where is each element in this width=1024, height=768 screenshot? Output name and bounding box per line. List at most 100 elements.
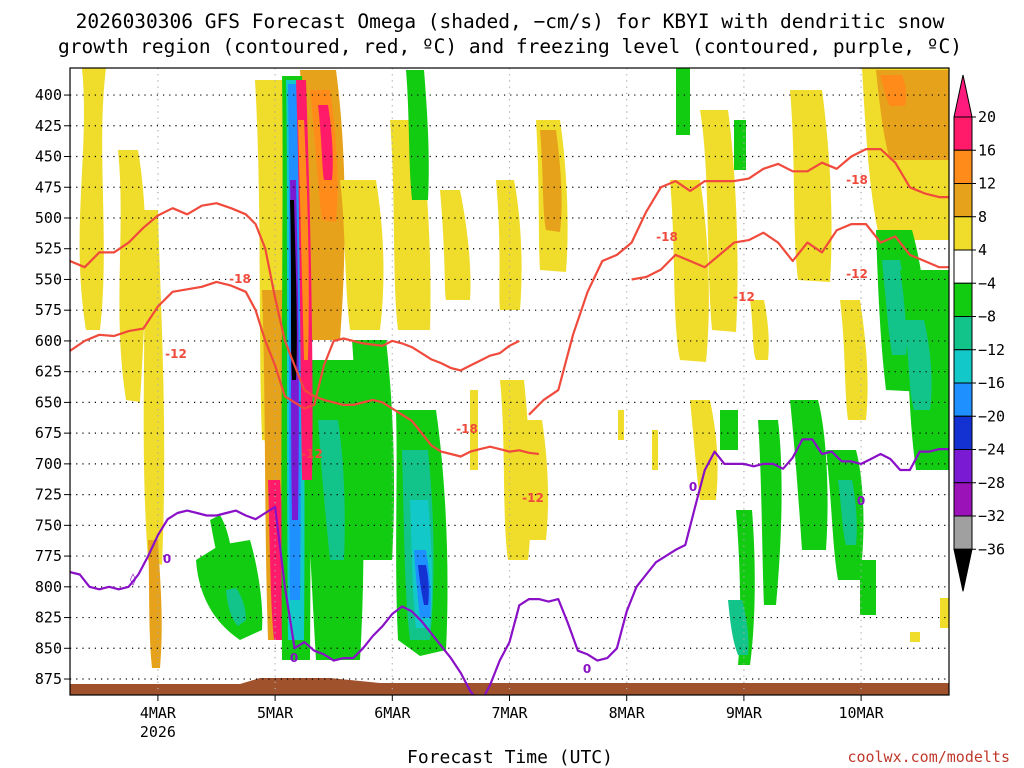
colorbar-swatch — [953, 515, 973, 550]
contour-label-freezing: 0 — [689, 480, 697, 494]
omega-area — [720, 410, 738, 450]
colorbar-top-arrow — [953, 74, 973, 118]
y-tick-label: 475 — [35, 178, 62, 196]
contour-line — [528, 148, 949, 416]
omega-area — [352, 340, 394, 560]
y-tick-label: 525 — [35, 240, 62, 258]
contour-label-freezing: 0 — [857, 494, 865, 508]
colorbar-swatch — [953, 149, 973, 184]
y-tick-label: 625 — [35, 363, 62, 381]
y-tick-label: 750 — [35, 516, 62, 534]
y-tick-label: 825 — [35, 609, 62, 627]
colorbar-swatch — [953, 216, 973, 251]
y-tick-label: 450 — [35, 148, 62, 166]
omega-area — [690, 400, 718, 500]
omega-area — [340, 180, 384, 330]
omega-area — [700, 110, 738, 332]
contour-label-freezing: ◊ — [130, 572, 136, 586]
terrain — [70, 678, 949, 695]
omega-area — [840, 300, 868, 420]
y-tick-label: 675 — [35, 424, 62, 442]
omega-area — [318, 105, 333, 180]
x-tick-label: 4MAR — [140, 704, 177, 722]
omega-area — [904, 320, 932, 410]
colorbar-swatch — [953, 249, 973, 284]
y-tick-label: 850 — [35, 639, 62, 657]
contour-label-minus12: -12 — [301, 447, 323, 461]
contour-line — [70, 280, 520, 410]
y-tick-label: 400 — [35, 86, 62, 104]
contour-label-minus18: -18 — [229, 272, 251, 286]
y-tick-label: 875 — [35, 670, 62, 688]
omega-area — [79, 68, 106, 330]
chart-title-line2: growth region (contoured, red, ºC) and f… — [58, 35, 962, 58]
y-tick-label: 725 — [35, 486, 62, 504]
colorbar: 20 16 12 8 4 −4 −8 −12 −16 −20 −24 −28 −32 −36 — [953, 74, 1005, 592]
y-tick-label: 700 — [35, 455, 62, 473]
colorbar-label: 4 — [978, 241, 987, 259]
omega-shading — [79, 68, 949, 668]
omega-area — [618, 410, 624, 440]
colorbar-label: 8 — [978, 208, 987, 226]
omega-area — [880, 75, 907, 106]
contour-label-minus12: -12 — [522, 491, 544, 505]
y-tick-label: 550 — [35, 270, 62, 288]
x-tick-label: 10MAR — [839, 704, 885, 722]
contour-label-minus12: -12 — [846, 267, 868, 281]
omega-area — [440, 190, 471, 300]
omega-area — [790, 400, 828, 550]
y-tick-label: 775 — [35, 547, 62, 565]
colorbar-label: −28 — [978, 474, 1005, 492]
omega-area — [790, 90, 832, 282]
colorbar-label: −8 — [978, 308, 996, 326]
omega-area — [210, 515, 232, 560]
omega-area — [418, 565, 429, 605]
y-axis: 400 425 450 475 500 525 550 575 600 625 650 675 700 7… — [35, 86, 70, 688]
chart-title-line1: 2026030306 GFS Forecast Omega (shaded, −… — [76, 10, 945, 33]
contour-label-minus18: -18 — [456, 422, 478, 436]
omega-area — [298, 120, 309, 360]
x-tick-label: 8MAR — [609, 704, 646, 722]
contour-label-minus18: -18 — [656, 230, 678, 244]
omega-area — [750, 300, 769, 360]
y-tick-label: 650 — [35, 393, 62, 411]
colorbar-swatch — [953, 415, 973, 450]
contour-label-freezing: 0 — [290, 651, 298, 665]
x-tick-label: 7MAR — [491, 704, 528, 722]
colorbar-label: 20 — [978, 108, 996, 126]
omega-area — [676, 68, 690, 135]
contour-label-minus18: -18 — [846, 173, 868, 187]
credit-text: coolwx.com/modelts — [847, 748, 1010, 766]
x-tick-label: 9MAR — [726, 704, 763, 722]
colorbar-label: −12 — [978, 341, 1005, 359]
omega-area — [734, 120, 746, 170]
omega-area — [940, 598, 949, 628]
omega-area — [318, 420, 345, 560]
omega-area — [406, 70, 429, 200]
contour-line — [70, 438, 949, 695]
contours — [70, 148, 949, 695]
contour-label-freezing: 0 — [583, 662, 591, 676]
y-tick-label: 575 — [35, 301, 62, 319]
contour-labels: -18 -12 -12 -18 -12 -18 -12 -18 -12 0 ◊ … — [130, 173, 868, 676]
colorbar-label: −24 — [978, 441, 1005, 459]
contour-label-minus12: -12 — [165, 347, 187, 361]
x-tick-label: 6MAR — [374, 704, 411, 722]
omega-area — [118, 150, 146, 402]
omega-area — [268, 480, 285, 640]
colorbar-swatch — [953, 116, 973, 151]
omega-area — [140, 210, 165, 565]
colorbar-label: −36 — [978, 540, 1005, 558]
x-axis-label: Forecast Time (UTC) — [407, 747, 613, 768]
y-tick-label: 800 — [35, 578, 62, 596]
omega-area — [882, 260, 908, 355]
colorbar-swatch — [953, 382, 973, 417]
colorbar-label: −20 — [978, 407, 1005, 425]
colorbar-label: 12 — [978, 175, 996, 193]
contour-line — [70, 202, 539, 458]
omega-area — [910, 632, 920, 642]
x-tick-sublabel: 2026 — [140, 723, 176, 741]
x-tick-label: 5MAR — [257, 704, 294, 722]
